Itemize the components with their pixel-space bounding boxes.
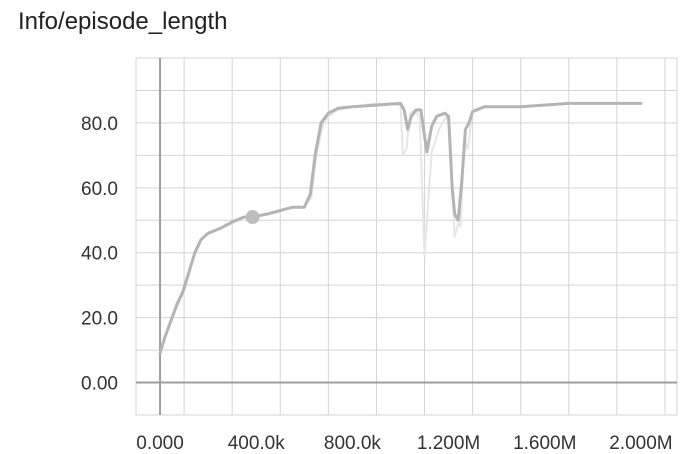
x-tick-label: 1.600M	[513, 433, 576, 454]
y-tick-label: 40.0	[81, 244, 118, 265]
x-tick-label: 800.0k	[324, 433, 382, 454]
x-tick-label: 0.000	[136, 433, 184, 454]
x-tick-label: 1.200M	[417, 433, 480, 454]
y-tick-label: 0.00	[81, 374, 118, 395]
series-lines	[158, 101, 643, 355]
y-tick-label: 20.0	[81, 309, 118, 330]
smoothed-series-line	[158, 101, 643, 355]
x-tick-label: 400.0k	[228, 433, 286, 454]
axes	[136, 58, 677, 415]
y-tick-label: 60.0	[81, 179, 118, 200]
x-tick-label: 2.000M	[609, 433, 672, 454]
highlight-layer	[245, 210, 260, 225]
chart-title: Info/episode_length	[18, 8, 228, 35]
y-tick-label: 80.0	[81, 114, 118, 135]
tick-labels: 0.00 20.0 40.0 60.0 80.0 0.000 400.0k 800.0k 1.2…	[81, 114, 673, 454]
grid	[135, 57, 678, 416]
highlight-point[interactable]	[245, 210, 260, 225]
